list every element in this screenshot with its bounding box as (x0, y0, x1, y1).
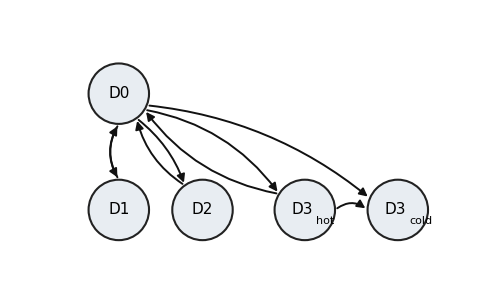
Text: D1: D1 (108, 202, 130, 218)
Circle shape (275, 180, 335, 240)
Text: D3: D3 (292, 202, 313, 218)
Circle shape (89, 180, 149, 240)
Circle shape (367, 180, 428, 240)
Text: D2: D2 (192, 202, 213, 218)
Circle shape (172, 180, 233, 240)
Text: D3: D3 (385, 202, 406, 218)
Text: cold: cold (409, 215, 432, 226)
Text: hot: hot (317, 215, 335, 226)
Text: D0: D0 (108, 86, 130, 101)
Circle shape (89, 63, 149, 124)
